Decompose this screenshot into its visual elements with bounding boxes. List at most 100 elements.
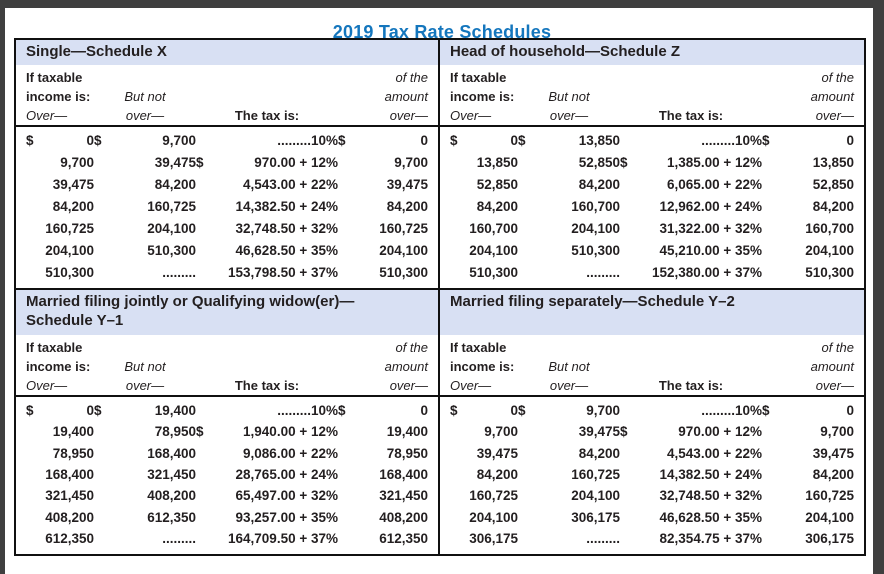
- table-row: 168,400 321,450 28,765.00 + 24% 168,400: [26, 464, 428, 485]
- cell-value: 39,475: [52, 177, 94, 193]
- cell-value: 160,725: [469, 488, 518, 504]
- cell-value: 510,300: [379, 264, 428, 280]
- cell-value: .........: [162, 530, 196, 546]
- table-cell: 28,765.00 + 24%: [196, 467, 338, 482]
- table-cell: 39,475: [26, 177, 94, 192]
- table-cell: 160,700: [762, 221, 854, 236]
- cell-value: 84,200: [812, 466, 854, 482]
- schedule-title-line2: Schedule Y–1: [26, 312, 124, 329]
- cell-value: 93,257.00 + 35%: [235, 509, 338, 525]
- cell-value: 78,950: [52, 445, 94, 461]
- table-cell: 612,350: [338, 531, 428, 546]
- schedule-rows: $0 $19,400 .........10% $0 19,400 78,950 $1,94…: [16, 397, 438, 554]
- schedule-single-title-band: Single—Schedule X: [16, 40, 438, 65]
- table-cell: 46,628.50 + 35%: [620, 510, 762, 525]
- dollar-sign: $: [518, 133, 526, 149]
- cell-value: 65,497.00 + 32%: [235, 488, 338, 504]
- cell-value: 78,950: [386, 445, 428, 461]
- cell-value: 510,300: [805, 264, 854, 280]
- table-cell: $0: [762, 403, 854, 418]
- table-row: 321,450 408,200 65,497.00 + 32% 321,450: [26, 485, 428, 506]
- table-cell: 84,200: [450, 467, 518, 482]
- cell-value: 204,100: [805, 509, 854, 525]
- table-cell: 78,950: [338, 446, 428, 461]
- schedule-head-of-household: Head of household—Schedule Z If taxable …: [440, 40, 864, 290]
- table-cell: 612,350: [26, 531, 94, 546]
- cell-value: 0: [510, 133, 518, 149]
- dollar-sign: $: [620, 424, 628, 440]
- cell-value: 321,450: [379, 488, 428, 504]
- col-header-if-taxable: If taxable: [450, 340, 507, 355]
- cell-value: 9,700: [484, 424, 518, 440]
- table-cell: $0: [450, 403, 518, 418]
- col-header-tax-is: The tax is:: [658, 378, 724, 393]
- cell-value: 408,200: [45, 509, 94, 525]
- table-cell: 408,200: [338, 510, 428, 525]
- table-cell: 4,543.00 + 22%: [620, 446, 762, 461]
- table-cell: $9,700: [518, 403, 620, 418]
- col-header-tax-is: The tax is:: [234, 378, 300, 393]
- table-cell: 9,086.00 + 22%: [196, 446, 338, 461]
- cell-value: 13,850: [476, 155, 518, 171]
- dollar-sign: $: [196, 424, 204, 440]
- dollar-sign: $: [450, 403, 458, 419]
- table-row: 84,200 160,725 14,382.50 + 24% 84,200: [26, 196, 428, 218]
- schedule-mfj-title-band: Married filing jointly or Qualifying wid…: [16, 290, 438, 335]
- cell-value: 612,350: [45, 530, 94, 546]
- table-cell: 31,322.00 + 32%: [620, 221, 762, 236]
- cell-value: 306,175: [469, 530, 518, 546]
- col-header-over2: over—: [125, 108, 165, 123]
- cell-value: 9,700: [60, 155, 94, 171]
- cell-value: 84,200: [476, 466, 518, 482]
- cell-value: 78,950: [154, 424, 196, 440]
- table-cell: 14,382.50 + 24%: [196, 199, 338, 214]
- table-cell: $0: [450, 133, 518, 148]
- cell-value: 19,400: [386, 424, 428, 440]
- table-cell: $0: [26, 133, 94, 148]
- cell-value: 204,100: [469, 242, 518, 258]
- cell-value: 160,700: [571, 198, 620, 214]
- cell-value: 19,400: [52, 424, 94, 440]
- table-cell: 321,450: [26, 488, 94, 503]
- page-title: 2019 Tax Rate Schedules: [332, 22, 552, 43]
- table-cell: 204,100: [450, 510, 518, 525]
- cell-value: .........10%: [277, 133, 338, 149]
- table-cell: .........: [518, 531, 620, 546]
- table-cell: .........10%: [620, 133, 762, 148]
- table-cell: $970.00 + 12%: [196, 155, 338, 170]
- table-cell: $0: [26, 403, 94, 418]
- cell-value: 168,400: [45, 466, 94, 482]
- table-row: 408,200 612,350 93,257.00 + 35% 408,200: [26, 506, 428, 527]
- table-cell: 12,962.00 + 24%: [620, 199, 762, 214]
- cell-value: 510,300: [147, 242, 196, 258]
- table-row: $0 $9,700 .........10% $0: [450, 400, 854, 421]
- cell-value: 6,065.00 + 22%: [667, 177, 762, 193]
- table-cell: .........: [94, 265, 196, 280]
- col-header-of-the: of the: [821, 70, 854, 85]
- table-row: 204,100 510,300 46,628.50 + 35% 204,100: [26, 239, 428, 261]
- cell-value: 31,322.00 + 32%: [659, 220, 762, 236]
- table-cell: $19,400: [94, 403, 196, 418]
- table-cell: 84,200: [762, 199, 854, 214]
- table-cell: 160,725: [518, 467, 620, 482]
- cell-value: 84,200: [578, 177, 620, 193]
- table-cell: 84,200: [338, 199, 428, 214]
- table-row: $0 $19,400 .........10% $0: [26, 400, 428, 421]
- column-headers: If taxable of the income is: But not amo…: [16, 335, 438, 397]
- table-row: 19,400 78,950 $1,940.00 + 12% 19,400: [26, 421, 428, 442]
- table-cell: 510,300: [26, 265, 94, 280]
- cell-value: 0: [86, 133, 94, 149]
- col-header-over: Over—: [26, 108, 68, 123]
- cell-value: 321,450: [147, 466, 196, 482]
- col-header-if-taxable: If taxable: [450, 70, 507, 85]
- table-cell: 65,497.00 + 32%: [196, 488, 338, 503]
- table-cell: $0: [762, 133, 854, 148]
- table-row: 510,300......... 153,798.50 + 37% 510,300: [26, 261, 428, 283]
- window-frame-left: [0, 0, 5, 574]
- table-cell: 168,400: [94, 446, 196, 461]
- cell-value: 84,200: [578, 445, 620, 461]
- col-header-income-is: income is:: [450, 359, 515, 374]
- table-cell: 204,100: [518, 221, 620, 236]
- col-header-if-taxable: If taxable: [26, 340, 83, 355]
- cell-value: 160,700: [469, 220, 518, 236]
